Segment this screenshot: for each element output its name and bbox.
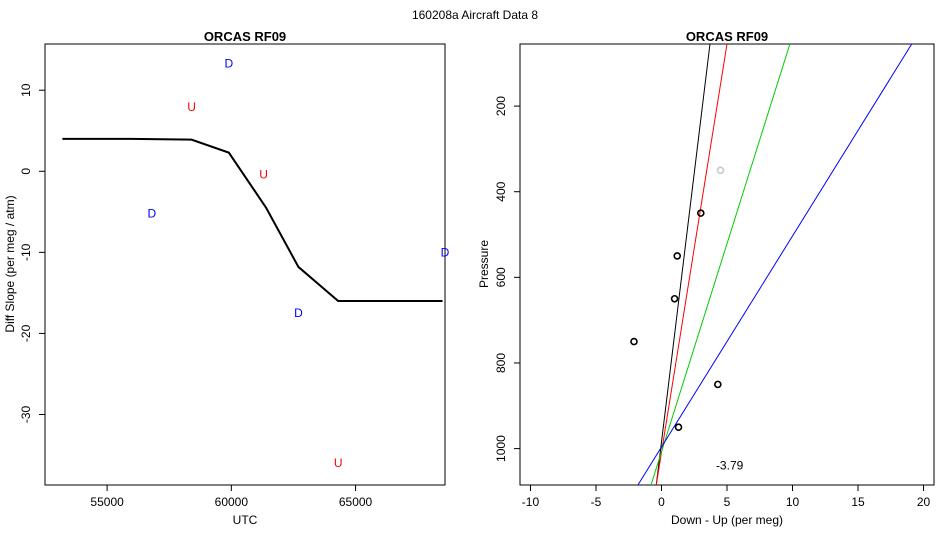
right-y-tick-label: 1000 [494,435,508,462]
right-x-tick-label: 20 [917,495,931,509]
left-x-axis-label: UTC [233,513,258,527]
data-point [674,423,683,431]
right-x-tick-label: -5 [591,495,602,509]
fit-line [650,43,791,486]
left-y-tick-label: 10 [19,83,33,97]
right-y-tick-label: 800 [494,353,508,373]
data-point [716,166,725,175]
marker-up: U [334,456,343,470]
marker-up: U [259,168,268,182]
slope-annotation: -3.79 [716,459,744,473]
left-chart: ORCAS RF09 UTC Diff Slope (per meg / atm… [3,29,450,527]
left-y-tick-label: -30 [19,405,33,423]
left-x-tick-label: 60000 [215,495,249,509]
left-chart-title: ORCAS RF09 [204,29,286,44]
left-y-tick-label: 0 [19,168,33,175]
marker-down: D [147,206,156,220]
right-plot-frame [519,43,935,486]
right-y-tick-label: 600 [494,267,508,287]
right-x-tick-label: 0 [658,495,665,509]
right-y-tick-label: 200 [494,96,508,116]
fit-line [655,43,711,486]
right-y-axis-label: Pressure [477,240,491,288]
left-markers: D U U D D D U [147,56,449,470]
data-point [670,294,679,303]
marker-down: D [441,245,450,259]
left-x-ticks: 55000 60000 65000 [90,485,373,509]
right-x-tick-label: 10 [786,495,800,509]
diff-slope-line [62,137,443,302]
data-point [696,209,705,217]
right-chart-title: ORCAS RF09 [686,29,768,44]
left-y-tick-label: -20 [19,324,33,342]
left-y-ticks: -30 -20 -10 0 10 [19,83,45,423]
left-y-axis-label: Diff Slope (per meg / atm) [3,195,17,332]
data-point [714,380,722,389]
marker-down: D [225,56,234,70]
right-x-axis-label: Down - Up (per meg) [671,513,783,527]
data-point [673,252,682,260]
right-y-ticks: 200 400 600 800 1000 [494,96,520,462]
marker-up: U [187,100,196,114]
right-x-tick-label: 15 [851,495,865,509]
figure-header: 160208a Aircraft Data 8 [412,8,538,22]
right-x-tick-label: -10 [522,495,540,509]
marker-down: D [294,306,303,320]
left-y-tick-label: -10 [19,243,33,261]
left-x-tick-label: 65000 [339,495,373,509]
right-points [630,166,725,431]
left-x-tick-label: 55000 [90,495,124,509]
right-fit-lines [637,43,913,486]
right-chart: ORCAS RF09 Down - Up (per meg) Pressure … [477,29,935,527]
right-y-tick-label: 400 [494,181,508,201]
fit-line [655,43,728,486]
right-x-ticks: -10 -5 0 5 10 15 20 [522,485,931,509]
right-x-tick-label: 5 [724,495,731,509]
data-point [630,337,638,346]
fit-line [637,43,913,486]
left-plot-frame [44,43,446,486]
left-series [62,137,443,302]
